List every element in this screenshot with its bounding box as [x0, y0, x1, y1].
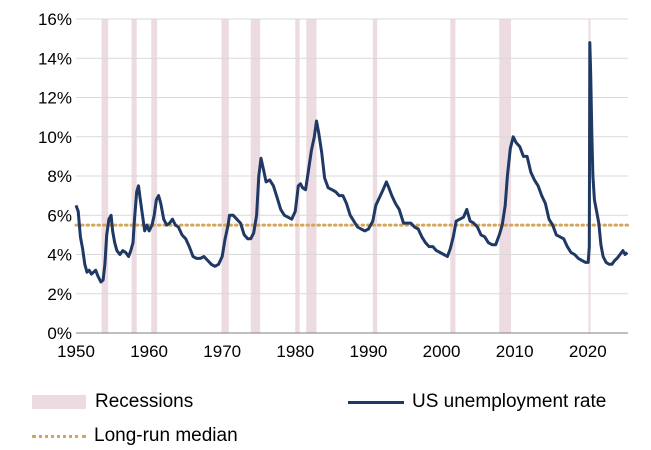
x-tick-label: 2020 — [569, 342, 607, 361]
x-tick-label: 2010 — [496, 342, 534, 361]
y-tick-label: 8% — [47, 167, 72, 186]
legend-recessions: Recessions — [32, 391, 193, 413]
gridlines — [76, 18, 628, 295]
median-line-swatch — [32, 434, 86, 438]
y-tick-label: 4% — [47, 246, 72, 265]
legend-median: Long-run median — [32, 425, 238, 447]
x-tick-label: 1990 — [350, 342, 388, 361]
unemployment-rate-line — [74, 41, 629, 284]
legend-recessions-label: Recessions — [95, 391, 194, 412]
legend-unemployment: US unemployment rate — [348, 391, 606, 413]
y-tick-label: 12% — [38, 89, 72, 108]
y-axis-tick-labels: 0% 2% 4% 6% 8% 10% 12% 14% 16% — [38, 10, 72, 343]
y-tick-label: 0% — [47, 324, 72, 343]
x-tick-label: 1970 — [203, 342, 241, 361]
y-tick-label: 6% — [47, 206, 72, 225]
unemployment-line-swatch — [348, 400, 404, 404]
y-tick-label: 2% — [47, 285, 72, 304]
x-tick-label: 1950 — [57, 342, 95, 361]
x-tick-label: 1980 — [276, 342, 314, 361]
legend-unemployment-label: US unemployment rate — [412, 391, 607, 412]
x-tick-label: 2000 — [423, 342, 461, 361]
y-tick-label: 10% — [38, 128, 72, 147]
x-axis-tick-labels: 1950 1960 1970 1980 1990 2000 2010 2020 — [57, 342, 607, 361]
recessions-swatch — [32, 395, 86, 409]
legend-median-label: Long-run median — [94, 425, 238, 446]
y-tick-label: 14% — [38, 49, 72, 68]
x-tick-label: 1960 — [130, 342, 168, 361]
y-tick-label: 16% — [38, 10, 72, 29]
